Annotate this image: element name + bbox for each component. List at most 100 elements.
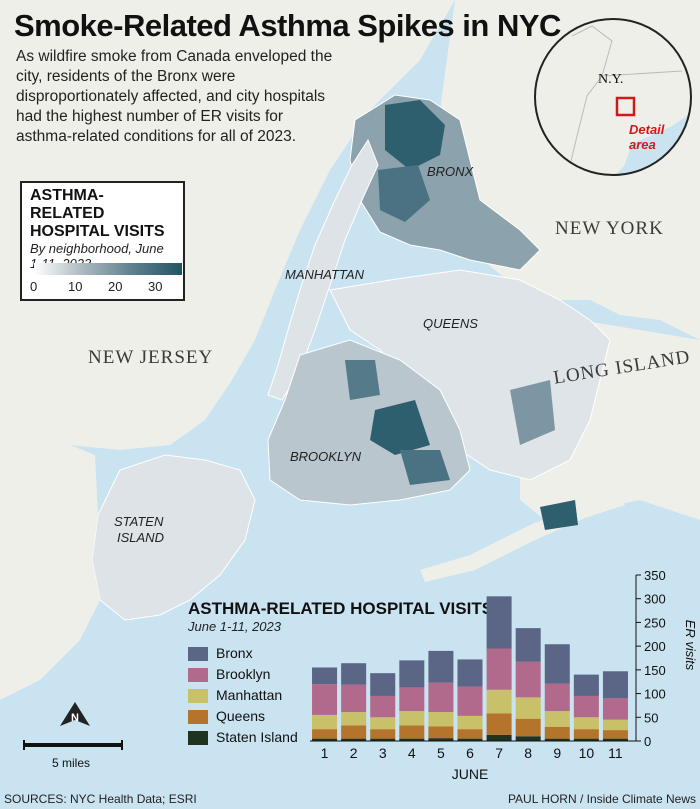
chart-legend-swatch <box>188 668 208 683</box>
bar-segment <box>370 729 396 739</box>
chart-title: ASTHMA-RELATED HOSPITAL VISITS <box>188 599 494 618</box>
x-tick-label: 4 <box>408 745 416 761</box>
bar-segment <box>486 734 512 741</box>
bar-segment <box>515 718 541 737</box>
bar-segment <box>457 686 483 716</box>
brooklyn-high-area-central <box>370 400 430 455</box>
bar-segment <box>515 661 541 698</box>
bar-segment <box>399 711 425 726</box>
bar-segment <box>573 717 599 730</box>
x-axis-label: JUNE <box>452 766 489 782</box>
x-tick-label: 6 <box>466 745 474 761</box>
brooklyn-high-area-north <box>345 360 380 400</box>
bar-segment <box>457 738 483 741</box>
x-tick-label: 1 <box>321 745 329 761</box>
bar-segment <box>428 650 454 683</box>
bar-segment <box>341 712 367 726</box>
x-tick-label: 3 <box>379 745 387 761</box>
y-tick-label: 50 <box>644 710 658 725</box>
intro-text: As wildfire smoke from Canada enveloped … <box>16 48 333 145</box>
bar-segment <box>341 725 367 739</box>
bar-segment <box>399 738 425 741</box>
manhattan-borough <box>267 138 379 401</box>
label-queens: QUEENS <box>423 316 478 331</box>
chart-legend-item: Manhattan <box>188 685 298 706</box>
chart-legend-label: Staten Island <box>216 729 298 745</box>
sources-footer: SOURCES: NYC Health Data; ESRI <box>4 792 197 806</box>
chart-legend-label: Bronx <box>216 645 253 661</box>
bar-segment <box>399 660 425 688</box>
map-legend-tick: 30 <box>148 279 163 294</box>
bar-segment <box>573 738 599 741</box>
map-legend: ASTHMA-RELATED HOSPITAL VISITS By neighb… <box>20 181 185 301</box>
chart-legend-swatch <box>188 689 208 704</box>
inset-locator-map <box>534 18 692 176</box>
bar-segment <box>399 725 425 739</box>
map-legend-tick: 10 <box>68 279 83 294</box>
north-arrow-letter: N <box>71 712 79 724</box>
chart-legend-label: Queens <box>216 708 266 724</box>
bar-segment <box>370 717 396 730</box>
chart-legend-swatch <box>188 647 208 662</box>
y-tick-label: 250 <box>644 615 666 630</box>
x-tick-label: 11 <box>608 745 623 761</box>
chart-legend-swatch <box>188 731 208 746</box>
map-legend-tick: 20 <box>108 279 123 294</box>
new-jersey-land <box>0 0 455 470</box>
bar-segment <box>602 730 628 739</box>
bar-segment <box>602 738 628 741</box>
bar-segment <box>602 671 628 699</box>
chart-legend-item: Staten Island <box>188 727 298 748</box>
bar-segment <box>312 729 338 739</box>
chart-legend-swatch <box>188 710 208 725</box>
inset-state-label: N.Y. <box>598 72 624 87</box>
bar-segment <box>573 674 599 696</box>
bar-segment <box>457 729 483 739</box>
bar-segment <box>544 738 570 741</box>
brooklyn-high-area-south <box>400 450 450 485</box>
map-legend-tick: 0 <box>30 279 38 294</box>
bar-segment <box>573 695 599 718</box>
inset-detail-label: Detail area <box>629 122 664 152</box>
chart-legend-item: Bronx <box>188 643 298 664</box>
y-tick-label: 300 <box>644 592 666 607</box>
inset-land <box>535 19 691 175</box>
bar-segment <box>370 673 396 696</box>
inset-border <box>534 18 692 176</box>
bar-segment <box>428 682 454 713</box>
chart-legend-item: Brooklyn <box>188 664 298 685</box>
bar-segment <box>602 719 628 731</box>
label-staten-island: ISLAND <box>117 530 164 545</box>
north-arrow-icon: N <box>60 702 90 726</box>
x-tick-label: 7 <box>495 745 503 761</box>
bar-segment <box>602 698 628 720</box>
label-new-york: NEW YORK <box>555 218 664 239</box>
bar-segment <box>341 684 367 713</box>
map-legend-title: ASTHMA-RELATED HOSPITAL VISITS <box>30 187 165 240</box>
bar-segment <box>544 711 570 727</box>
bar-segment <box>341 663 367 685</box>
y-tick-label: 200 <box>644 639 666 654</box>
bar-segment <box>428 712 454 727</box>
bar-segment <box>486 596 512 649</box>
bar-segment <box>457 715 483 730</box>
bar-segment <box>457 659 483 687</box>
label-bronx: BRONX <box>427 164 474 179</box>
label-brooklyn: BROOKLYN <box>290 449 362 464</box>
y-tick-label: 0 <box>644 734 651 749</box>
bar-segment <box>428 738 454 741</box>
inset-detail-label-line: area <box>629 137 656 152</box>
page-title: Smoke-Related Asthma Spikes in NYC <box>14 8 561 43</box>
bar-segment <box>370 695 396 718</box>
scale-bar <box>23 740 123 750</box>
bar-segment <box>312 684 338 715</box>
far-rockaway-high-area <box>540 500 578 530</box>
chart-subtitle: June 1-11, 2023 <box>188 619 281 634</box>
bronx-mid-area <box>378 165 430 222</box>
y-axis-label: ER visits <box>683 620 698 671</box>
scale-label: 5 miles <box>52 756 91 770</box>
bronx-high-area <box>385 100 445 170</box>
bar-segment <box>486 648 512 690</box>
label-new-jersey: NEW JERSEY <box>88 347 214 368</box>
bar-segment <box>428 726 454 739</box>
